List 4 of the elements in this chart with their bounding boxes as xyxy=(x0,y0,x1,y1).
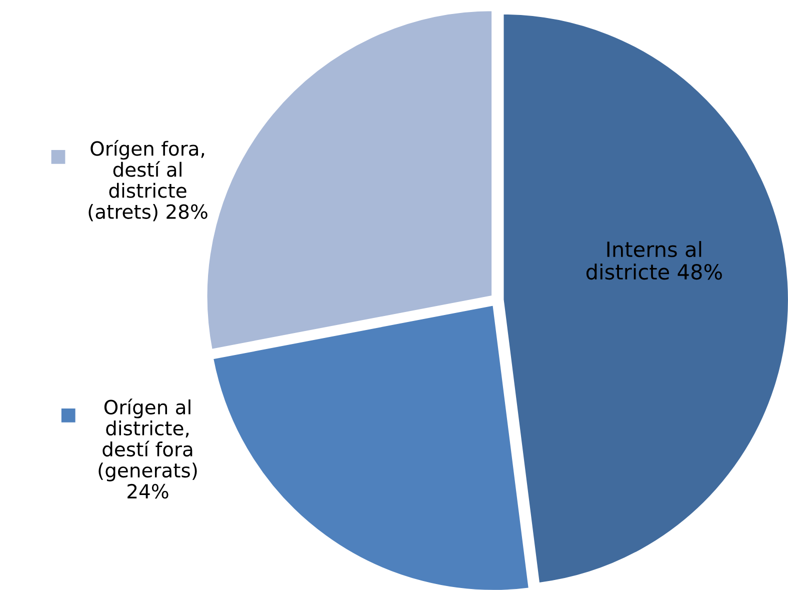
data-label: 24% xyxy=(128,484,168,499)
slice-label: Interns al districte 48% xyxy=(586,241,722,280)
legend-label: Orígen fora, destí al districte (atrets) 28% xyxy=(88,140,208,222)
legend-label: Orígen al districte, destí fora (generats) xyxy=(98,398,197,482)
